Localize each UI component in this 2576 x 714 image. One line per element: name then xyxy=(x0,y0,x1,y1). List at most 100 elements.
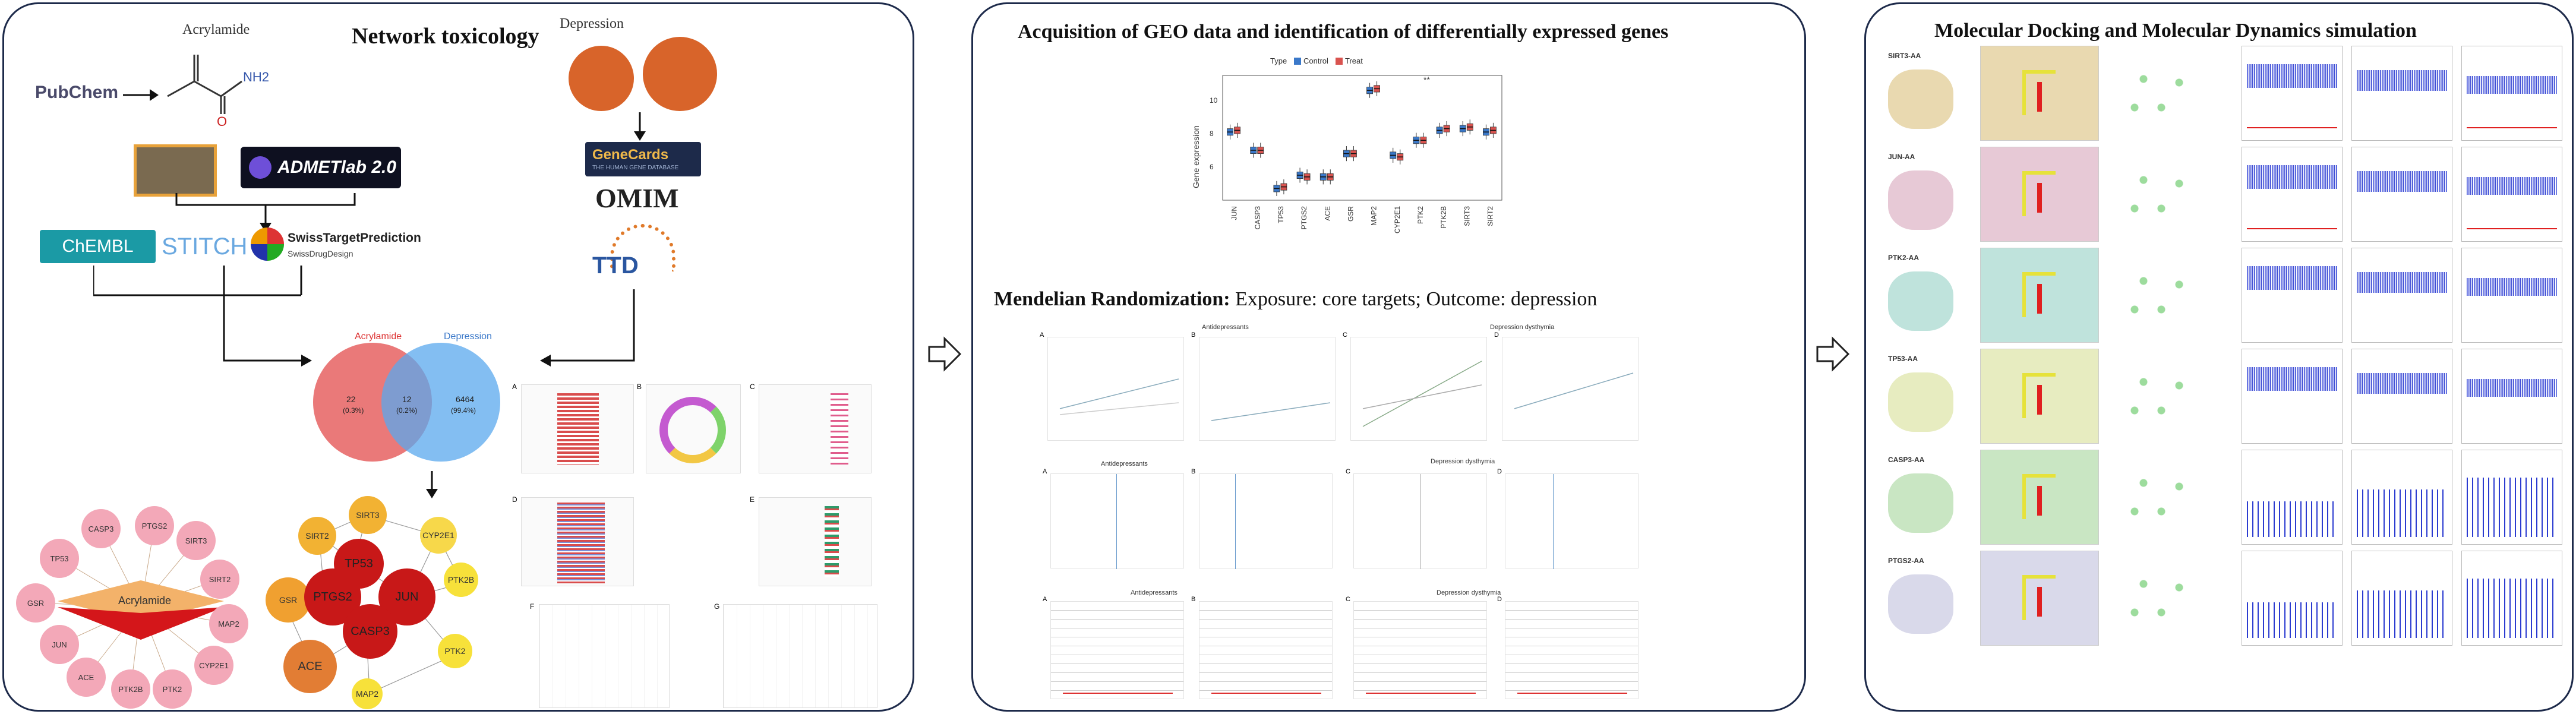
network-toxicology-title: Network toxicology xyxy=(352,24,539,49)
venn-to-ppi-arrow xyxy=(426,471,438,498)
venn-left-label: Acrylamide xyxy=(355,331,402,342)
y-tick-label: 6 xyxy=(1210,163,1214,171)
ttd-dots-icon xyxy=(610,224,675,271)
docking-row-label: SIRT3-AA xyxy=(1888,52,1921,60)
sad-face-icon xyxy=(569,46,634,111)
bars-d xyxy=(557,503,605,583)
y-tick-label: 10 xyxy=(1210,96,1218,105)
enrichment-panel-a: A xyxy=(512,383,634,473)
md-trajectory-plot xyxy=(2351,248,2452,343)
letter-a1: A xyxy=(1040,331,1044,339)
x-tick-label: GSR xyxy=(1346,206,1355,222)
swiss-subtitle: SwissDrugDesign xyxy=(288,249,353,258)
md-trajectory-plot xyxy=(2461,551,2562,646)
geo-mr-panel: Acquisition of GEO data and identificati… xyxy=(971,2,1806,712)
network-toxicology-panel: Network toxicology Acrylamide NH2 O PubC… xyxy=(2,2,914,712)
protein-structure xyxy=(1888,574,1953,634)
letter-c2: C xyxy=(1346,468,1350,475)
ppi-node: CYP2E1 xyxy=(420,517,457,554)
venn-mid-count: 12 xyxy=(402,394,412,404)
boxplot-ylabel: Gene expression xyxy=(1191,125,1201,188)
pubchem-logo: PubChem xyxy=(35,83,119,102)
binding-site-view xyxy=(1980,147,2099,242)
admetlab-logo: ADMETlab 2.0 xyxy=(241,147,401,188)
pathway-panel-g: G xyxy=(714,602,877,708)
ppi-node: SIRT2 xyxy=(298,517,336,555)
stitch-logo: STITCH xyxy=(162,233,248,260)
next-step-arrow-2 xyxy=(1816,336,1850,372)
protein-structure xyxy=(1888,372,1953,432)
network-gene-node: PTGS2 xyxy=(135,506,174,545)
venn-left-count: 22 xyxy=(346,394,356,404)
ppi-node: MAP2 xyxy=(352,678,383,709)
network-gene-node: SIRT2 xyxy=(200,560,239,599)
ppi-node: JUN xyxy=(378,568,435,625)
legend-treat-swatch xyxy=(1336,58,1343,65)
binding-site-view xyxy=(1980,349,2099,444)
protein-structure xyxy=(1888,69,1953,129)
legend-control-label: Control xyxy=(1303,56,1328,65)
pathway-panel-f: F xyxy=(530,602,670,708)
row2-label-dysthymia: Depression dysthymia xyxy=(1431,458,1495,465)
compound-target-network: Acrylamide xyxy=(35,525,229,690)
md-trajectory-plot xyxy=(2242,450,2343,545)
legend-treat-label: Treat xyxy=(1345,56,1363,65)
network-center-label: Acrylamide xyxy=(118,595,171,606)
binding-site-view xyxy=(1980,551,2099,646)
x-tick-label: ACE xyxy=(1323,206,1331,221)
x-tick-label: PTGS2 xyxy=(1300,206,1308,230)
md-trajectory-plot xyxy=(2351,551,2452,646)
acrylamide-structure: NH2 O xyxy=(167,55,269,129)
mr-title: Mendelian Randomization: Exposure: core … xyxy=(994,288,1597,311)
binding-site-view xyxy=(1980,46,2099,141)
funnel-plot-b: B xyxy=(1191,468,1333,569)
docking-row-label: CASP3-AA xyxy=(1888,456,1925,464)
letter-a2: A xyxy=(1043,468,1047,475)
protein-structure xyxy=(1888,473,1953,533)
oxygen-atom: O xyxy=(217,114,227,129)
depression-label: Depression xyxy=(560,16,624,31)
y-tick-label: 8 xyxy=(1210,129,1214,138)
row3-label-antidepressants: Antidepressants xyxy=(1131,589,1177,596)
pathway-letter-f: F xyxy=(530,602,535,611)
enrichment-panel-e: E xyxy=(750,495,872,586)
ttd-logo: TTD xyxy=(592,224,675,283)
scatter-plot-c: C xyxy=(1343,331,1487,441)
protein-structure xyxy=(1888,170,1953,230)
ttd-to-venn-arrow xyxy=(540,289,635,367)
network-gene-node: MAP2 xyxy=(209,604,248,643)
docking-row-label: PTK2-AA xyxy=(1888,254,1920,262)
x-tick-label: CYP2E1 xyxy=(1393,206,1401,233)
admetlab-icon xyxy=(249,156,272,179)
swiss-icon xyxy=(251,228,284,261)
chembl-logo: ChEMBL xyxy=(40,230,156,263)
ppi-node: PTK2 xyxy=(438,634,472,668)
scatter-plot-b: B xyxy=(1191,331,1336,441)
legend-control-swatch xyxy=(1294,58,1301,65)
genecards-logo: GeneCards THE HUMAN GENE DATABASE xyxy=(585,142,701,176)
geo-title: Acquisition of GEO data and identificati… xyxy=(1018,21,1669,43)
network-gene-node: CYP2E1 xyxy=(194,646,233,685)
significance-mark: ** xyxy=(1423,75,1430,84)
acrylamide-hub-lower xyxy=(58,607,224,640)
venn-mid-pct: (0.2%) xyxy=(396,406,417,415)
omim-logo: OMIM xyxy=(595,183,679,213)
depression-arrow xyxy=(634,112,646,141)
scatter-plot-a: A xyxy=(1040,331,1184,441)
row1-label-antidepressants: Antidepressants xyxy=(1202,324,1249,331)
brain-icon xyxy=(643,37,717,111)
interaction-2d-diagram xyxy=(2117,58,2206,129)
letter-a3: A xyxy=(1043,596,1047,603)
nh2-atom: NH2 xyxy=(243,69,269,84)
tools-to-venn-arrow xyxy=(93,266,312,367)
docking-row-label: TP53-AA xyxy=(1888,355,1918,363)
swiss-logo: SwissTargetPrediction SwissDrugDesign xyxy=(251,225,421,267)
venn-right-pct: (99.4%) xyxy=(451,406,476,415)
md-trajectory-plot xyxy=(2242,349,2343,444)
interaction-2d-diagram xyxy=(2117,159,2206,230)
ppi-node: CASP3 xyxy=(343,604,397,659)
enrichment-panel-c: C xyxy=(750,383,872,473)
boxplot-frame xyxy=(1222,75,1502,201)
md-trajectory-plot xyxy=(2242,551,2343,646)
chembl-label: ChEMBL xyxy=(62,236,134,256)
